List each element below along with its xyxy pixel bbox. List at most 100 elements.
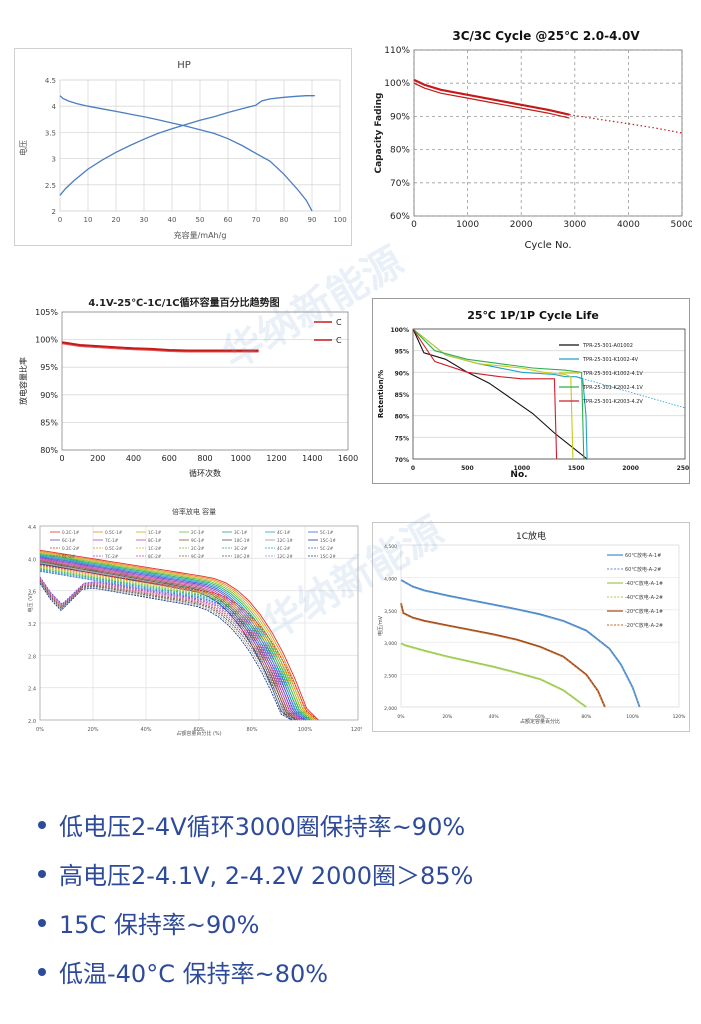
x-tick-label: 60% xyxy=(193,727,204,733)
x-tick-label: 1600 xyxy=(338,454,358,463)
y-tick-label: 2.8 xyxy=(28,654,36,660)
series-line xyxy=(39,549,319,721)
series-line xyxy=(39,579,299,721)
y-tick-label: 70% xyxy=(395,457,409,464)
series-line xyxy=(39,567,313,721)
legend-label: 2C-1# xyxy=(191,530,205,535)
plot-frame xyxy=(413,49,683,217)
legend-label: 10C-1# xyxy=(234,538,250,543)
x-tick-label: 40% xyxy=(140,727,151,733)
chart-title: 1C放电 xyxy=(516,530,546,542)
y-axis-label: Capacity Fading xyxy=(374,93,384,174)
y-tick-label: 100% xyxy=(390,327,409,334)
legend-label: 8C-2# xyxy=(148,554,162,559)
legend-label: -40℃放电-A-2# xyxy=(625,594,663,601)
series-line xyxy=(39,565,317,721)
x-axis-label: 占额定容量百分比 xyxy=(520,718,560,725)
trend-line-dotted xyxy=(576,376,686,409)
series-line xyxy=(400,603,606,708)
legend-label: 1C-1# xyxy=(148,530,162,535)
cycle-3c-chart-svg: 3C/3C Cycle @25℃ 2.0-4.0V 60% 70% 80% 90% 100… xyxy=(374,29,692,251)
x-tick-label: 30 xyxy=(140,216,149,224)
series-line xyxy=(39,569,309,721)
series-line xyxy=(39,583,293,721)
legend-label: 7C-1# xyxy=(105,538,119,543)
legend-label: 12C-2# xyxy=(277,554,293,559)
hp-chart: HP 2 2.5 3 3.5 4 4.5 0 10 20 30 40 50 60 70 80 90 100 充容量/… xyxy=(14,48,352,246)
legend-label: TPR-25-301-K2002-4.1V xyxy=(582,385,643,391)
x-tick-label: 800 xyxy=(197,454,212,463)
bullet-text: 低电压2-4V循环3000圈保持率~90% xyxy=(59,813,466,841)
rate-discharge-chart: 倍率放电 容量 2.0 2.4 2.8 3.2 3.6 4.0 4.4 0% 20% 40% 60% 8… xyxy=(8,500,362,740)
chart-title: HP xyxy=(177,60,191,71)
y-tick-label: 2.4 xyxy=(28,687,36,693)
series-line xyxy=(39,582,295,721)
list-item: 低温-40°C 保持率~80% xyxy=(38,947,678,996)
series-line xyxy=(39,557,305,721)
cycle-3c-chart: 3C/3C Cycle @25℃ 2.0-4.0V 60% 70% 80% 90% 100… xyxy=(370,24,692,258)
x-tick-label: 1000 xyxy=(231,454,251,463)
y-tick-label: 80% xyxy=(395,414,409,421)
x-tick-label: 1200 xyxy=(266,454,286,463)
x-axis-label: 充容量/mAh/g xyxy=(174,230,227,240)
legend-label: 2C-2# xyxy=(191,546,205,551)
series-line xyxy=(400,579,641,708)
x-tick-label: 60% xyxy=(535,714,546,720)
series-line xyxy=(39,559,301,721)
x-tick-label: 70 xyxy=(252,216,261,224)
trend-41v-chart-svg: 4.1V-25℃-1C/1C循环容量百分比趋势图 80% 85% 90% 95% 100%… xyxy=(18,296,358,478)
legend-label: C xyxy=(336,336,342,345)
series-line xyxy=(39,568,311,721)
series-line xyxy=(412,328,588,460)
y-axis-label: 放电容量比率 xyxy=(18,357,28,405)
bullet-dot-icon xyxy=(38,820,46,829)
x-tick-label: 400 xyxy=(126,454,141,463)
x-tick-label: 20 xyxy=(112,216,121,224)
chart-title: 4.1V-25℃-1C/1C循环容量百分比趋势图 xyxy=(88,296,279,309)
feature-list: 低电压2-4V循环3000圈保持率~90% 高电压2-4.1V, 2-4.2V … xyxy=(38,800,678,996)
x-axis-label: 循环次数 xyxy=(189,468,221,478)
y-tick-label: 3 xyxy=(52,156,56,164)
x-tick-label: 90 xyxy=(308,216,317,224)
rate-discharge-chart-svg: 倍率放电 容量 2.0 2.4 2.8 3.2 3.6 4.0 4.4 0% 20% 40% 60% 8… xyxy=(27,507,362,737)
series-line xyxy=(39,570,307,721)
y-tick-label: 2.0 xyxy=(28,719,36,725)
legend-label: 3C-2# xyxy=(234,546,248,551)
series-line xyxy=(39,552,313,721)
list-item: 15C 保持率~90% xyxy=(38,898,678,947)
x-tick-label: 4000 xyxy=(617,220,640,230)
legend-label: 6C-2# xyxy=(62,554,76,559)
series-line xyxy=(39,550,317,721)
bullet-text: 15C 保持率~90% xyxy=(59,911,260,939)
y-tick-label: 105% xyxy=(35,308,58,317)
plot-frame xyxy=(59,79,341,212)
x-tick-label: 1000 xyxy=(456,220,479,230)
cycle-life-1p-chart: 25℃ 1P/1P Cycle Life 70% 75% 80% 85% 90% 95% 10… xyxy=(372,298,690,484)
legend-label: 60℃放电-A-2# xyxy=(625,566,661,573)
x-tick-label: 5000 xyxy=(671,220,692,230)
x-tick-label: 2000 xyxy=(510,220,533,230)
x-tick-label: 0 xyxy=(411,220,417,230)
y-tick-label: 80% xyxy=(390,146,410,156)
x-tick-label: 0 xyxy=(58,216,62,224)
y-tick-label: 4.0 xyxy=(28,557,36,563)
series-line xyxy=(61,341,259,352)
legend-label: 0.2C-2# xyxy=(62,546,80,551)
series-line xyxy=(412,328,585,460)
legend-label: TPR-25-301-K2003-4.2V xyxy=(582,399,643,405)
plot-frame xyxy=(400,544,680,708)
x-tick-label: 0% xyxy=(397,714,405,720)
legend-label: 5C-1# xyxy=(320,530,334,535)
chart-title: 25℃ 1P/1P Cycle Life xyxy=(467,309,599,322)
y-tick-label: 4.5 xyxy=(45,77,56,85)
series-line xyxy=(39,566,315,721)
y-tick-label: 75% xyxy=(395,435,409,442)
x-tick-label: 80% xyxy=(246,727,257,733)
x-axis-label: 占额容量百分比 (%) xyxy=(176,730,221,737)
bullet-dot-icon xyxy=(38,869,46,878)
list-item: 高电压2-4.1V, 2-4.2V 2000圈＞85% xyxy=(38,849,678,898)
y-tick-label: 85% xyxy=(395,392,409,399)
y-tick-label: 70% xyxy=(390,179,410,189)
x-tick-label: 2000 xyxy=(622,465,639,472)
series-line-extrapolated xyxy=(569,114,683,134)
